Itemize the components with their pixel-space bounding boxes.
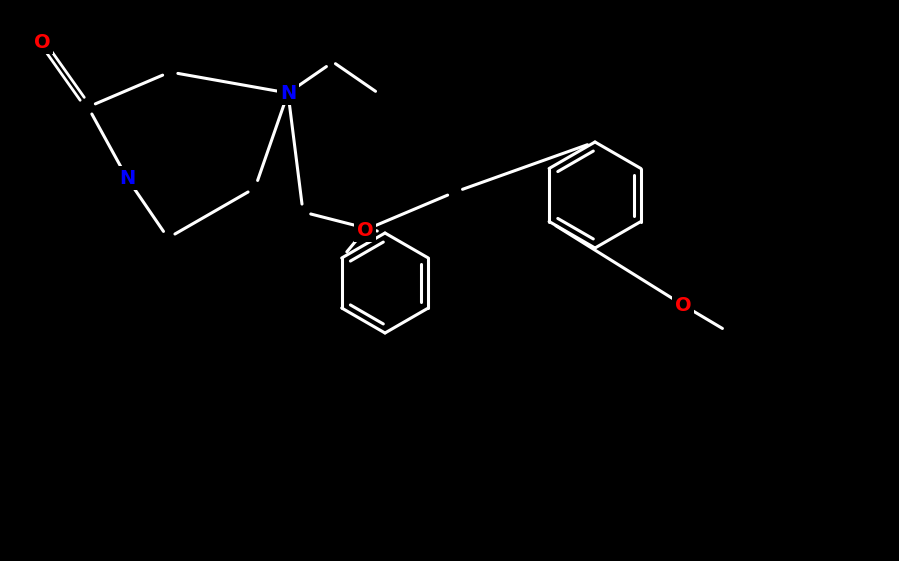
Text: N: N — [119, 168, 135, 187]
Text: O: O — [674, 296, 691, 315]
Text: O: O — [357, 220, 373, 240]
Text: O: O — [33, 33, 50, 52]
Text: N: N — [280, 84, 296, 103]
